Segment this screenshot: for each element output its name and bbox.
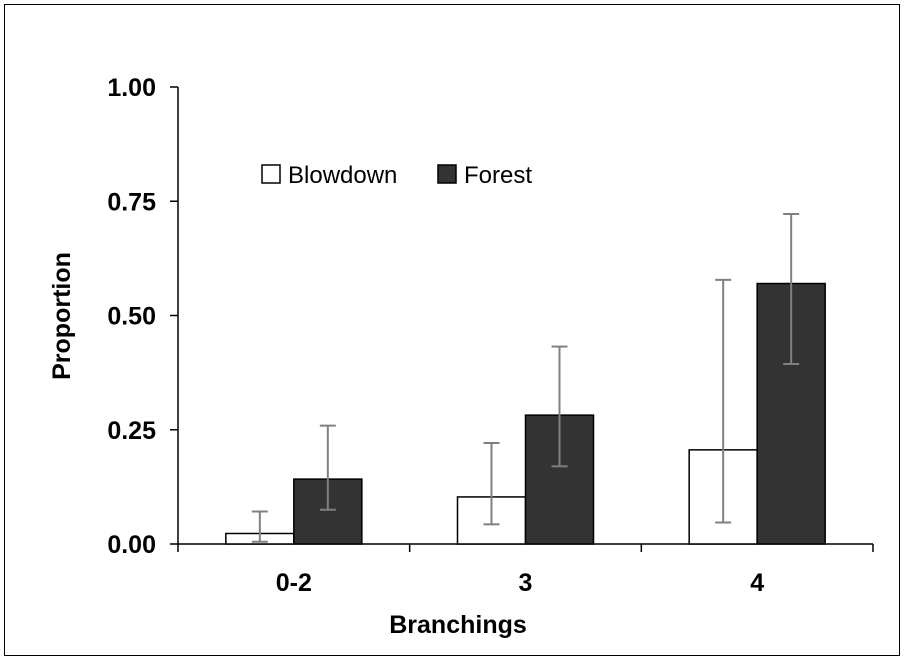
y-tick-label: 1.00 [107, 74, 156, 102]
legend: Blowdown Forest [261, 162, 532, 189]
y-tick-label: 0.25 [107, 417, 156, 445]
legend-label-forest: Forest [464, 162, 532, 189]
y-axis: 0.00 0.25 0.50 0.75 1.00 [107, 74, 179, 559]
error-bars [251, 213, 800, 543]
x-tick-label: 3 [519, 569, 533, 597]
x-axis: 0-2 3 4 [177, 543, 874, 597]
bars [225, 282, 826, 545]
y-axis-title: Proportion [48, 252, 76, 380]
x-axis-title: Branchings [389, 611, 527, 639]
y-tick-label: 0.75 [107, 188, 156, 216]
x-tick-label: 0-2 [276, 569, 312, 597]
legend-swatch-blowdown [261, 164, 281, 184]
y-tick-label: 0.50 [107, 303, 156, 331]
chart-frame [4, 4, 900, 656]
x-tick-label: 4 [750, 569, 764, 597]
legend-swatch-forest [437, 164, 457, 184]
legend-label-blowdown: Blowdown [288, 162, 397, 189]
y-tick-label: 0.00 [107, 531, 156, 559]
